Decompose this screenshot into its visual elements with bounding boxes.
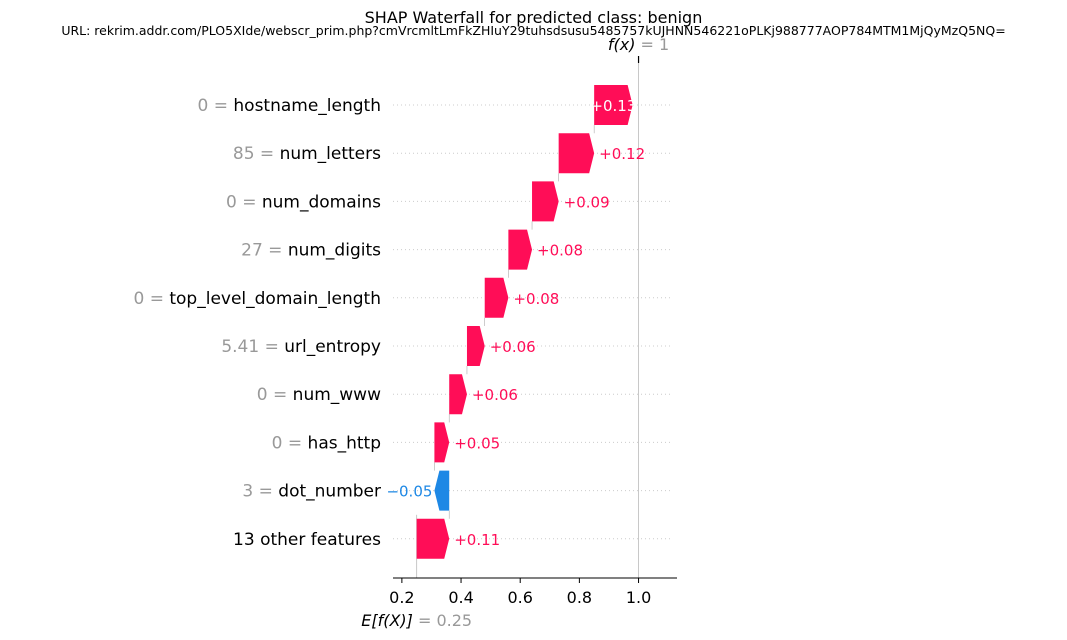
feature-name: num_letters bbox=[280, 144, 382, 164]
feature-value: 0 = bbox=[272, 433, 308, 453]
x-tick-label: 1.0 bbox=[626, 588, 651, 607]
feature-name: num_www bbox=[293, 385, 381, 405]
feature-value: 3 = bbox=[242, 482, 278, 502]
shap-value-label: −0.05 bbox=[386, 483, 432, 501]
shap-bar-num_letters bbox=[558, 133, 595, 174]
feature-name: 13 other features bbox=[233, 530, 381, 550]
feature-value: 5.41 = bbox=[221, 337, 284, 357]
shap-value-label: +0.05 bbox=[454, 434, 500, 452]
feature-name: has_http bbox=[308, 433, 381, 453]
shap-value-label: +0.09 bbox=[564, 193, 610, 211]
feature-value: 85 = bbox=[233, 144, 280, 164]
feature-name: hostname_length bbox=[233, 96, 381, 116]
shap-value-label: +0.08 bbox=[513, 290, 559, 308]
shap-bar-13-other-features bbox=[416, 518, 450, 559]
output-value-number: = 1 bbox=[641, 35, 670, 54]
shap-value-label: +0.08 bbox=[537, 242, 583, 260]
shap-bar-num_domains bbox=[532, 181, 559, 222]
base-value-expr: E[f(X)] bbox=[361, 611, 418, 630]
x-tick-label: 0.4 bbox=[448, 588, 473, 607]
feature-label: 0 = has_http bbox=[272, 433, 381, 453]
feature-label: 0 = top_level_domain_length bbox=[133, 289, 381, 309]
feature-label: 0 = num_domains bbox=[226, 192, 381, 212]
feature-label: 13 other features bbox=[233, 530, 381, 550]
shap-value-label: +0.06 bbox=[472, 386, 518, 404]
shap-bar-dot_number bbox=[434, 470, 450, 511]
feature-label: 5.41 = url_entropy bbox=[221, 337, 381, 357]
shap-value-label: +0.12 bbox=[599, 145, 645, 163]
x-tick-label: 0.8 bbox=[567, 588, 592, 607]
shap-bar-num_digits bbox=[508, 229, 533, 270]
feature-value: 0 = bbox=[226, 192, 262, 212]
feature-label: 85 = num_letters bbox=[233, 144, 381, 164]
feature-value: 27 = bbox=[241, 241, 288, 261]
feature-value: 0 = bbox=[133, 289, 169, 309]
feature-value: 0 = bbox=[198, 96, 234, 116]
output-value-annotation: f(x) = 1 bbox=[608, 35, 669, 54]
output-value-expr: f(x) bbox=[608, 35, 641, 54]
feature-name: num_domains bbox=[262, 192, 381, 212]
x-tick-label: 0.2 bbox=[389, 588, 414, 607]
shap-bar-url_entropy bbox=[466, 326, 485, 366]
feature-name: url_entropy bbox=[284, 337, 381, 357]
chart-subtitle: URL: rekrim.addr.com/PLO5XIde/webscr_pri… bbox=[61, 23, 1006, 38]
shap-value-label: +0.13 bbox=[590, 97, 636, 115]
shap-value-label: +0.06 bbox=[490, 338, 536, 356]
shap-bar-hostname_length bbox=[594, 85, 633, 125]
feature-label: 27 = num_digits bbox=[241, 241, 381, 261]
shap-bar-num_www bbox=[449, 374, 467, 415]
feature-label: 0 = num_www bbox=[257, 385, 381, 405]
chart-title: SHAP Waterfall for predicted class: beni… bbox=[364, 8, 703, 27]
feature-name: num_digits bbox=[288, 241, 381, 261]
shap-value-label: +0.11 bbox=[454, 531, 500, 549]
base-value-number: = 0.25 bbox=[418, 611, 472, 630]
base-value-annotation: E[f(X)] = 0.25 bbox=[361, 611, 472, 630]
feature-value: 0 = bbox=[257, 385, 293, 405]
shap-bar-top_level_domain_length bbox=[484, 277, 509, 318]
feature-label: 3 = dot_number bbox=[242, 482, 381, 502]
shap-bar-has_http bbox=[434, 422, 450, 463]
feature-label: 0 = hostname_length bbox=[198, 96, 381, 116]
x-tick-label: 0.6 bbox=[507, 588, 532, 607]
feature-name: top_level_domain_length bbox=[169, 289, 381, 309]
feature-name: dot_number bbox=[278, 482, 381, 502]
